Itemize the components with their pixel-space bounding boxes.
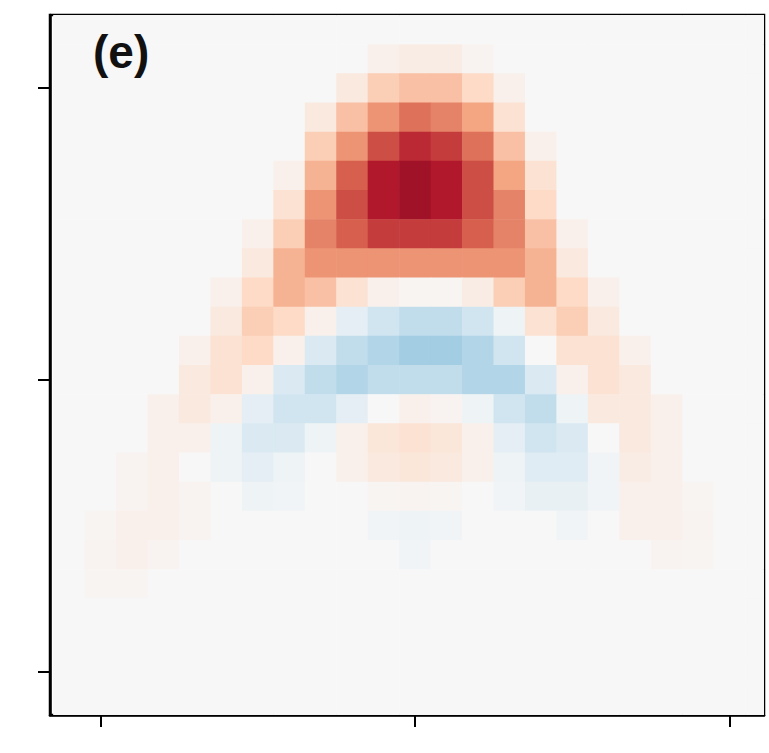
svg-text:(e): (e) [93,26,149,78]
